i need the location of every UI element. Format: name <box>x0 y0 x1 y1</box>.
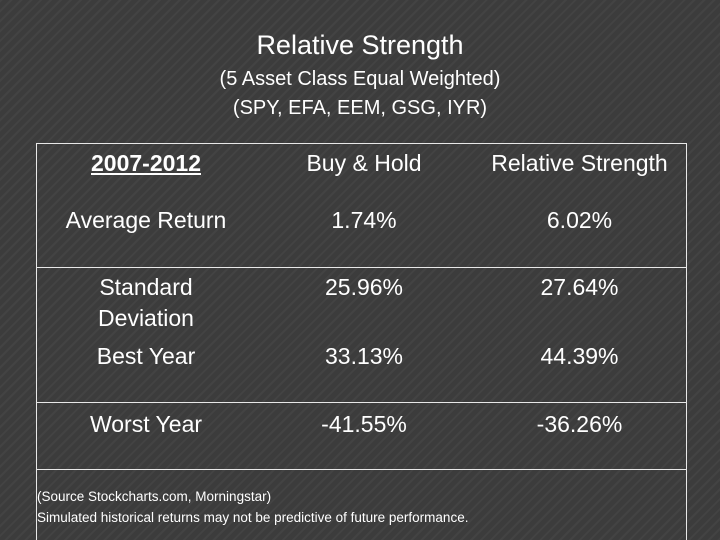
row-label-standard-deviation-line-1: Standard <box>99 274 193 300</box>
best-year-buy-hold: 33.13% <box>324 343 403 369</box>
header-buy-hold: Buy & Hold <box>306 150 422 176</box>
source-footnote: (Source Stockcharts.com, Morningstar) <box>37 489 272 504</box>
worst-year-relative-strength: -36.26% <box>536 411 623 437</box>
row-label-average-return: Average Return <box>65 207 227 233</box>
disclaimer-footnote: Simulated historical returns may not be … <box>37 510 469 525</box>
table-row-divider <box>36 267 687 268</box>
average-return-buy-hold: 1.74% <box>331 207 397 233</box>
worst-year-buy-hold: -41.55% <box>321 411 407 437</box>
average-return-relative-strength: 6.02% <box>546 207 613 233</box>
row-label-best-year: Best Year <box>96 343 196 369</box>
header-period: 2007-2012 <box>91 150 201 176</box>
slide-subtitle-line-1: (5 Asset Class Equal Weighted) <box>219 68 501 90</box>
header-relative-strength: Relative Strength <box>491 150 668 176</box>
row-label-worst-year: Worst Year <box>89 411 203 437</box>
table-row-divider <box>36 469 687 470</box>
best-year-relative-strength: 44.39% <box>540 343 619 369</box>
standard-deviation-buy-hold: 25.96% <box>324 274 403 300</box>
table-border-left <box>36 143 37 540</box>
standard-deviation-relative-strength: 27.64% <box>540 274 619 300</box>
row-label-standard-deviation-line-2: Deviation <box>98 305 194 331</box>
table-row-divider <box>36 402 687 403</box>
slide-subtitle-line-2: (SPY, EFA, EEM, GSG, IYR) <box>232 97 488 119</box>
table-border-top <box>36 143 687 144</box>
slide-title: Relative Strength <box>256 30 464 60</box>
table-border-right <box>686 143 687 540</box>
